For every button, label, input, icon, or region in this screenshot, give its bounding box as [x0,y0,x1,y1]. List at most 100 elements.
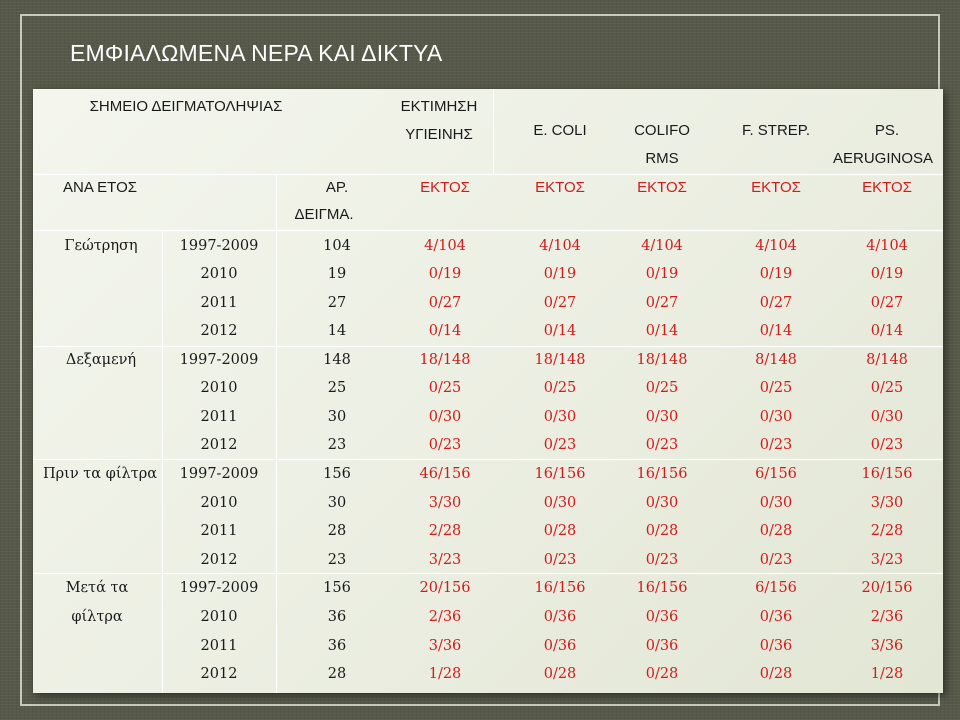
table-grid-lines [33,89,943,693]
sample-count-cell: 156 [323,580,351,596]
value-cell: 0/30 [759,409,793,425]
value-cell: 0/36 [645,638,679,654]
group-label: φίλτρα [71,609,123,625]
value-cell: 0/30 [645,409,679,425]
value-cell: 4/104 [755,238,797,254]
period-cell: 2011 [200,523,238,539]
value-cell: 0/19 [759,266,793,282]
value-cell: 0/36 [543,609,577,625]
header-coliforms-line2: RMS [645,150,679,167]
period-cell: 2011 [200,409,238,425]
value-cell: 0/28 [543,523,577,539]
header-hygiene-line2: ΥΓΙΕΙΝΗΣ [405,126,473,143]
period-cell: 2012 [200,437,238,453]
value-cell: 3/36 [870,638,904,654]
value-cell: 16/156 [534,466,586,482]
sample-count-cell: 30 [327,495,347,511]
period-cell: 2011 [200,638,238,654]
sample-count-cell: 148 [323,352,351,368]
value-cell: 0/36 [759,638,793,654]
header-fstrep: F. STREP. [741,122,811,139]
period-cell: 1997-2009 [179,352,259,368]
value-cell: 8/148 [755,352,797,368]
value-cell: 16/156 [861,466,913,482]
value-cell: 16/156 [636,466,688,482]
slide-title: ΕΜΦΙΑΛΩΜΕΝΑ ΝΕΡΑ ΚΑΙ ΔΙΚΤΥΑ [70,40,443,66]
value-cell: 18/148 [419,352,471,368]
period-cell: 2010 [200,266,238,282]
value-cell: 0/25 [543,380,577,396]
value-cell: 6/156 [755,466,797,482]
period-cell: 1997-2009 [179,580,259,596]
value-cell: 4/104 [641,238,683,254]
value-cell: 0/30 [870,409,904,425]
value-cell: 0/23 [759,552,793,568]
period-cell: 2010 [200,609,238,625]
value-cell: 0/28 [645,523,679,539]
group-label: Πριν τα φίλτρα [42,466,158,482]
sample-count-cell: 25 [327,380,347,396]
value-cell: 0/25 [759,380,793,396]
sample-count-cell: 28 [327,523,347,539]
value-cell: 0/19 [428,266,462,282]
value-cell: 0/27 [759,295,793,311]
value-cell: 3/30 [870,495,904,511]
value-cell: 0/25 [428,380,462,396]
value-cell: 0/30 [645,495,679,511]
value-cell: 0/23 [543,437,577,453]
value-cell: 18/148 [636,352,688,368]
header-out-of-limit: ΕΚΤΟΣ [420,179,470,196]
value-cell: 0/30 [759,495,793,511]
value-cell: 0/27 [543,295,577,311]
value-cell: 0/27 [428,295,462,311]
value-cell: 2/28 [870,523,904,539]
sample-count-cell: 156 [323,466,351,482]
value-cell: 3/23 [428,552,462,568]
sample-count-cell: 23 [327,437,347,453]
value-cell: 3/30 [428,495,462,511]
sample-count-cell: 30 [327,409,347,425]
value-cell: 3/36 [428,638,462,654]
value-cell: 0/36 [543,638,577,654]
value-cell: 0/19 [543,266,577,282]
sample-count-cell: 28 [327,666,347,682]
header-out-of-limit: ΕΚΤΟΣ [862,179,912,196]
period-cell: 1997-2009 [179,466,259,482]
header-per-year: ΑΝΑ ΕΤΟΣ [62,179,138,196]
header-out-of-limit: ΕΚΤΟΣ [637,179,687,196]
value-cell: 0/14 [543,323,577,339]
value-cell: 0/19 [870,266,904,282]
value-cell: 1/28 [870,666,904,682]
header-ps-line1: PS. [874,122,900,139]
value-cell: 0/36 [759,609,793,625]
header-sampling-point: ΣΗΜΕΙΟ ΔΕΙΓΜΑΤΟΛΗΨΙΑΣ [89,98,283,115]
header-coliforms-line1: COLIFO [634,122,690,139]
header-sample-count-line2: ΔΕΙΓΜΑ. [294,206,354,223]
header-sample-count-line1: ΑΡ. [325,179,349,196]
value-cell: 20/156 [419,580,471,596]
value-cell: 16/156 [534,580,586,596]
sample-count-cell: 27 [327,295,347,311]
value-cell: 0/14 [870,323,904,339]
value-cell: 6/156 [755,580,797,596]
value-cell: 46/156 [419,466,471,482]
value-cell: 0/30 [428,409,462,425]
period-cell: 2011 [200,295,238,311]
group-label: Δεξαμενή [65,352,137,368]
sample-count-cell: 36 [327,609,347,625]
sample-count-cell: 19 [327,266,347,282]
value-cell: 1/28 [428,666,462,682]
value-cell: 0/30 [543,409,577,425]
value-cell: 0/23 [870,437,904,453]
header-ecoli: E. COLI [533,122,587,139]
header-hygiene-line1: ΕΚΤΙΜΗΣΗ [400,98,478,115]
value-cell: 18/148 [534,352,586,368]
sample-count-cell: 104 [323,238,351,254]
value-cell: 8/148 [866,352,908,368]
value-cell: 0/14 [428,323,462,339]
value-cell: 0/23 [759,437,793,453]
period-cell: 2012 [200,552,238,568]
value-cell: 0/36 [645,609,679,625]
value-cell: 0/19 [645,266,679,282]
value-cell: 20/156 [861,580,913,596]
